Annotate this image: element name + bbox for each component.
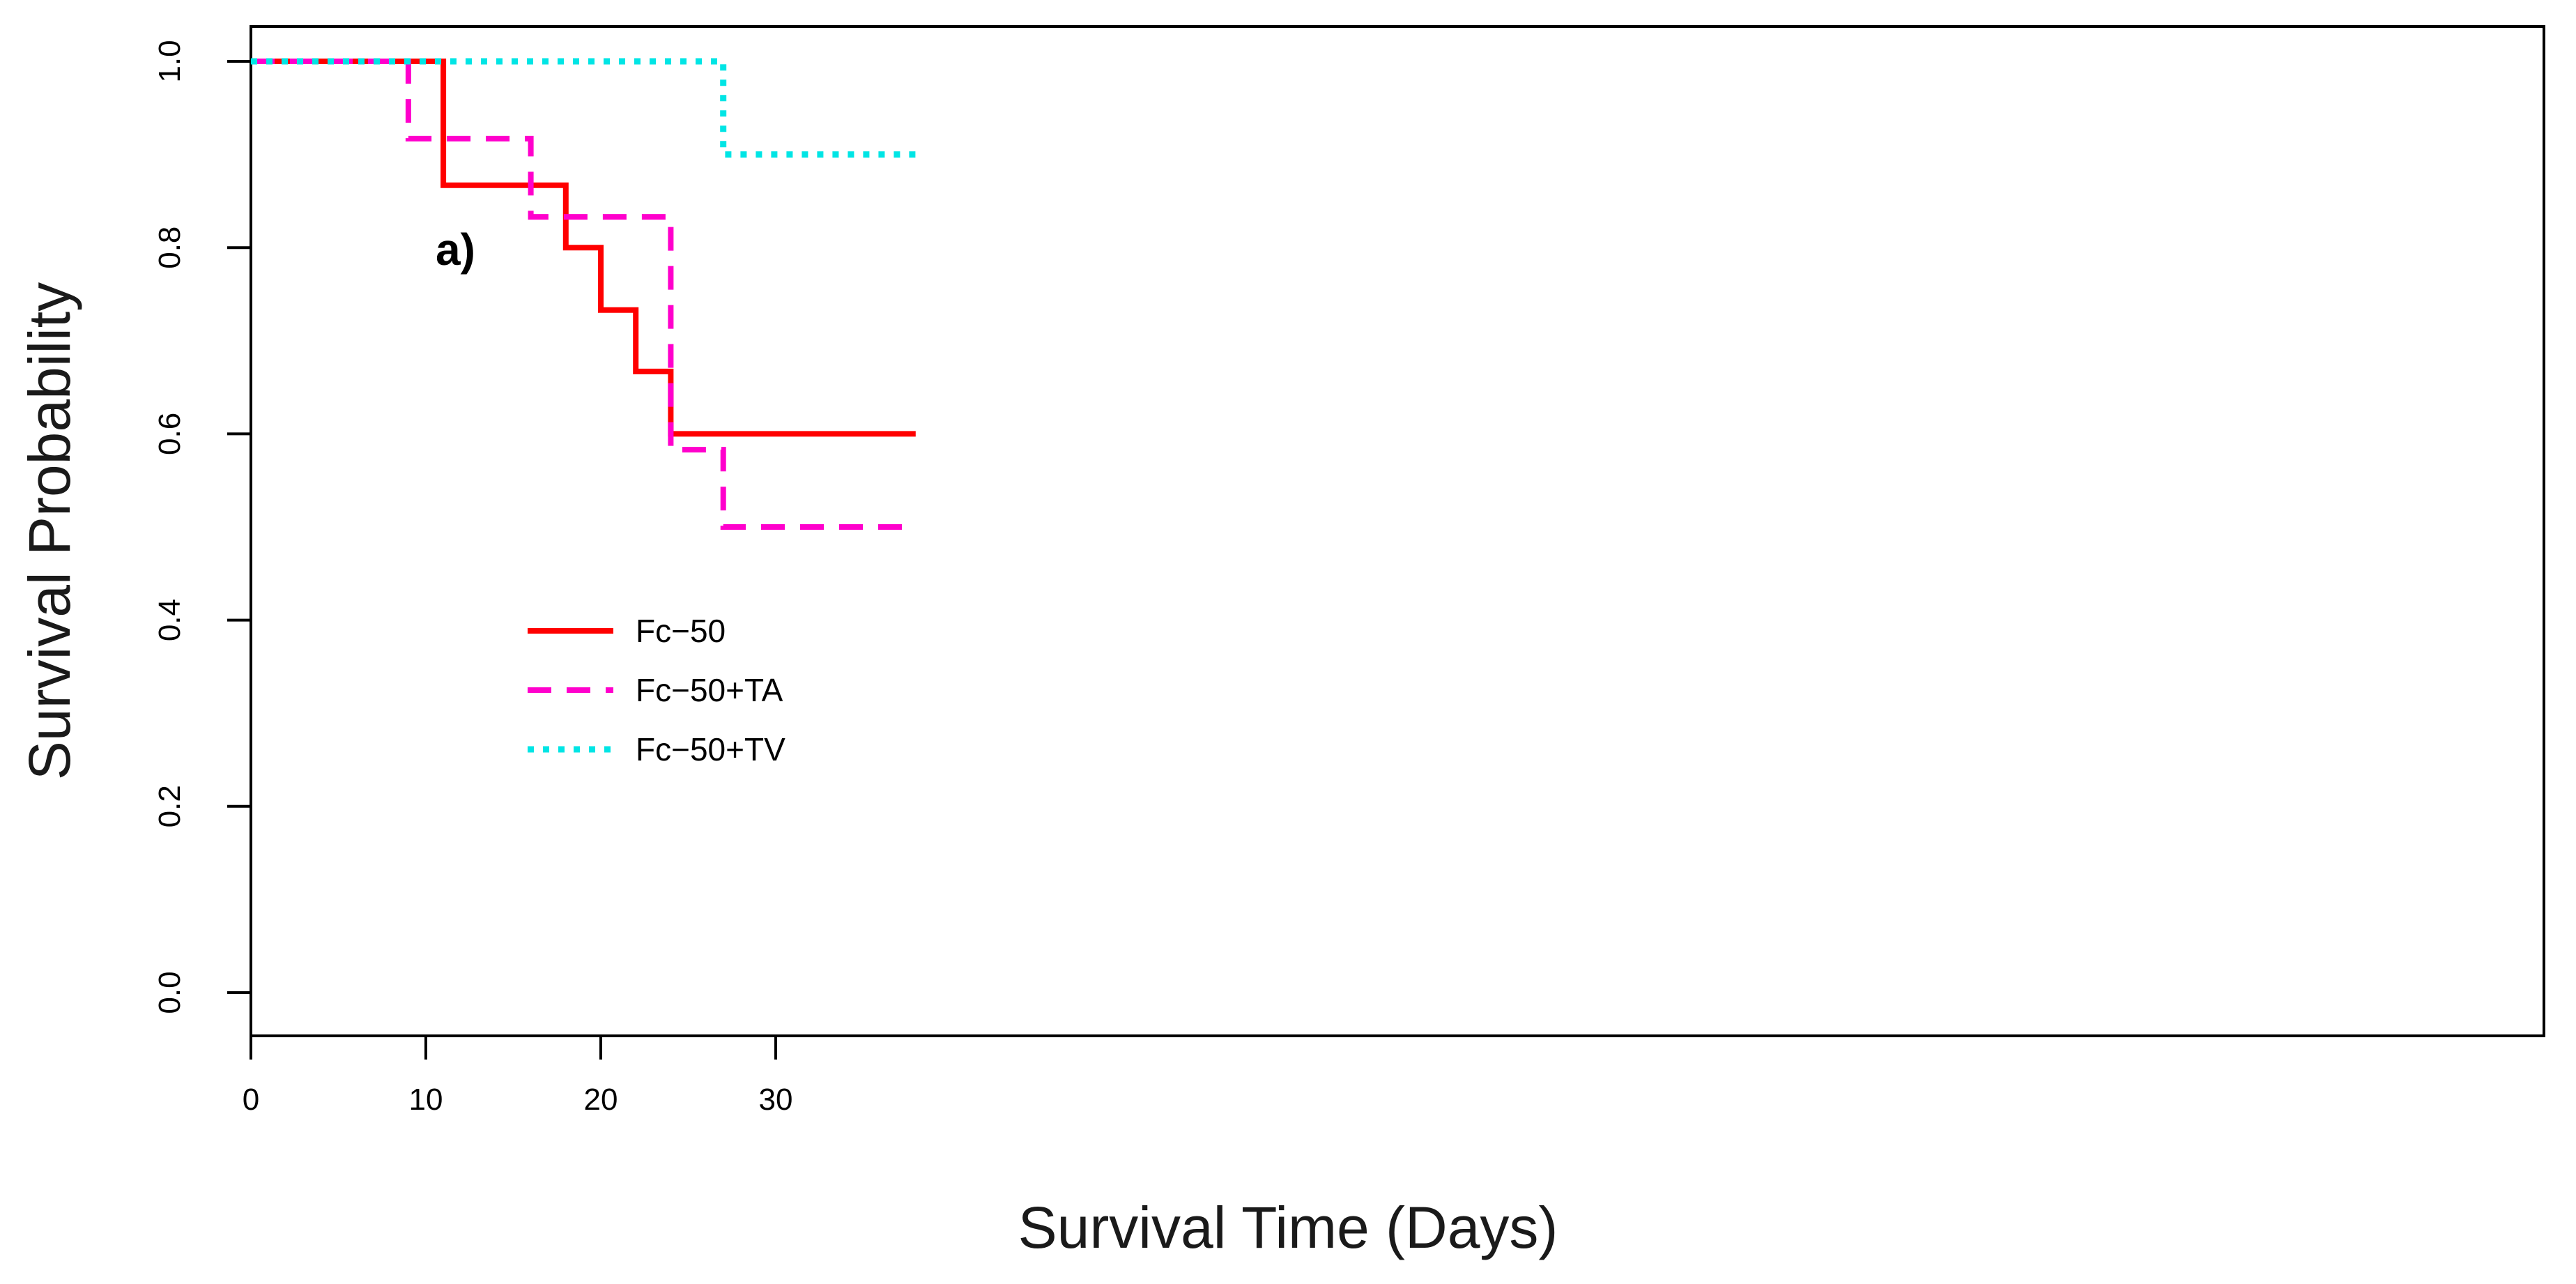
series-line-3 bbox=[251, 58, 916, 158]
x-tick-label: 0 bbox=[243, 1083, 259, 1117]
legend-label-1: Fc−50 bbox=[636, 613, 726, 649]
legend: Fc−50 Fc−50+TA Fc−50+TV bbox=[528, 613, 785, 767]
survival-curves bbox=[251, 58, 916, 530]
y-tick-label: 0.2 bbox=[153, 785, 187, 827]
legend-label-2: Fc−50+TA bbox=[636, 672, 783, 708]
x-tick-label: 30 bbox=[759, 1083, 793, 1117]
x-axis-title: Survival Time (Days) bbox=[1018, 1195, 1558, 1260]
panel-label: a) bbox=[436, 224, 475, 275]
legend-label-3: Fc−50+TV bbox=[636, 731, 785, 767]
plot-frame bbox=[250, 25, 2545, 1037]
x-tick-label: 10 bbox=[409, 1083, 443, 1117]
y-tick-label: 0.6 bbox=[153, 413, 187, 455]
series-line-2 bbox=[251, 59, 916, 530]
y-ticks: 0.0 0.2 0.4 0.6 0.8 1.0 bbox=[153, 40, 251, 1014]
y-tick-label: 0.0 bbox=[153, 971, 187, 1014]
x-ticks: 0 10 20 30 bbox=[243, 1036, 793, 1117]
series-line-1 bbox=[251, 59, 916, 437]
y-tick-label: 1.0 bbox=[153, 40, 187, 82]
y-tick-label: 0.4 bbox=[153, 599, 187, 641]
y-tick-label: 0.8 bbox=[153, 227, 187, 269]
y-axis-title: Survival Probability bbox=[17, 282, 82, 780]
x-tick-label: 20 bbox=[584, 1083, 618, 1117]
